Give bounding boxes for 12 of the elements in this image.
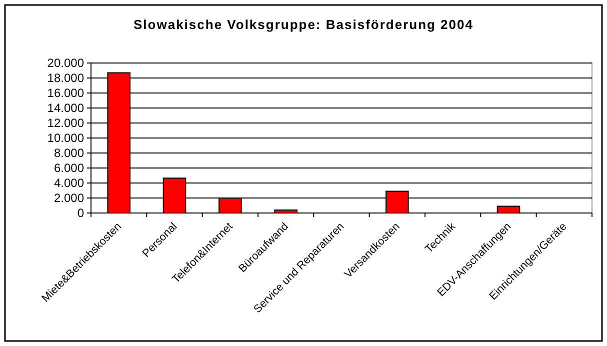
y-tick-label: 16.000 — [47, 86, 84, 100]
chart-title: Slowakische Volksgruppe: Basisförderung 2004 — [134, 17, 474, 32]
y-tick-label: 2.000 — [54, 190, 84, 205]
y-tick-label: 4.000 — [54, 176, 84, 190]
y-tick-label: 0 — [77, 206, 84, 220]
y-tick-label: 8.000 — [54, 146, 84, 160]
y-tick-label: 6.000 — [54, 160, 84, 175]
y-tick-label: 20.000 — [47, 56, 84, 70]
y-tick-label: 12.000 — [47, 116, 84, 130]
y-tick-label: 18.000 — [47, 70, 84, 85]
y-tick-label: 10.000 — [47, 130, 84, 145]
y-tick-label: 14.000 — [47, 100, 84, 115]
